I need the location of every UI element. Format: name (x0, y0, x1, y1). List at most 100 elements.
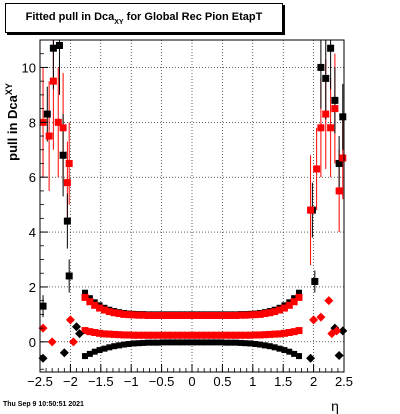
data-point-red-edge (327, 124, 335, 132)
data-point-red-lower (96, 329, 104, 337)
data-point-red-lower (207, 331, 215, 339)
data-point-black-upper (86, 295, 93, 302)
data-point-red-lower (203, 331, 211, 339)
data-point-black-lower (193, 339, 200, 346)
data-point-red-lower (193, 331, 201, 339)
data-point-red-edge (317, 124, 325, 132)
data-point-black-lower (150, 339, 157, 346)
x-tick-label: −1.5 (88, 374, 114, 389)
data-point-black-lower (116, 342, 123, 349)
data-point-red-upper (246, 311, 254, 319)
data-point-red-upper (207, 311, 215, 319)
data-point-red-upper (183, 311, 191, 319)
data-point-red-edge (63, 179, 71, 187)
data-point-red-lower (222, 331, 230, 339)
data-point-red-lower (164, 331, 172, 339)
data-point-black-lower (125, 341, 132, 348)
data-point-red-upper (261, 310, 269, 318)
data-point-black-lower (252, 341, 259, 348)
y-tick-label: 2 (29, 280, 36, 295)
data-point-black-lower (232, 339, 239, 346)
data-point-red-upper (251, 311, 259, 319)
data-point-red-lower (100, 330, 108, 338)
data-point-black-lower (291, 350, 298, 357)
data-point-red-diamond (324, 296, 334, 306)
data-point-black-lower (281, 347, 288, 354)
data-point-black-diamond (306, 353, 316, 363)
data-point-red-upper (276, 306, 284, 314)
data-point-red-lower (120, 331, 128, 339)
data-point-red-lower (290, 328, 298, 336)
data-point-black-lower (154, 339, 161, 346)
data-point-red-upper (105, 308, 113, 316)
data-point-red-diamond (332, 326, 342, 336)
data-point-red-edge (49, 77, 57, 85)
data-point-red-lower (251, 331, 259, 339)
data-point-black-lower (286, 348, 293, 355)
data-point-red-lower (271, 330, 279, 338)
data-point-red-edge (54, 118, 62, 126)
footer-timestamp: Thu Sep 9 10:50:51 2021 (3, 401, 84, 408)
data-point-black-lower (120, 341, 127, 348)
data-point-black-lower (218, 339, 225, 346)
data-point-black-lower (145, 339, 152, 346)
data-point-red-upper (280, 304, 288, 312)
data-point-black-lower (189, 339, 195, 346)
data-point-red-edge (45, 132, 53, 140)
data-point-black-lower (130, 340, 137, 347)
x-tick-label: −2 (63, 374, 78, 389)
data-point-red-diamond (65, 315, 75, 325)
data-point-red-upper (173, 311, 181, 319)
data-point-black-diamond (75, 329, 85, 339)
data-point-red-lower (178, 331, 186, 339)
y-tick-label: 6 (29, 170, 36, 185)
data-point-red-upper (130, 311, 138, 319)
data-point-black-lower (164, 339, 171, 346)
data-point-red-upper (217, 311, 225, 319)
y-tick-label: 0 (29, 335, 36, 350)
data-point-red-upper (212, 311, 220, 319)
data-point-red-upper (134, 311, 142, 319)
data-point-red-lower (91, 328, 99, 336)
data-point-black-lower (81, 353, 88, 360)
x-tick-label: 2 (310, 374, 317, 389)
data-point-red-lower (261, 331, 269, 339)
data-point-red-upper (256, 310, 264, 318)
data-point-red-edge (339, 154, 347, 162)
data-point-red-upper (198, 311, 206, 319)
data-point-black-lower (86, 350, 93, 357)
data-point-red-upper (295, 293, 303, 301)
data-point-black-lower (184, 339, 191, 346)
data-point-red-lower (256, 331, 264, 339)
data-point-red-diamond (47, 337, 57, 347)
data-point-red-upper (86, 298, 94, 306)
data-point-red-lower (130, 331, 138, 339)
data-point-black-edge (65, 272, 73, 280)
title-box: Fitted pull in DcaXY for Global Rec Pion… (5, 3, 283, 33)
data-point-red-lower (144, 331, 152, 339)
data-point-red-edge (307, 206, 315, 214)
data-point-black-lower (140, 339, 147, 346)
data-point-red-lower (86, 328, 94, 336)
x-tick-label: 2.5 (335, 374, 353, 389)
data-point-black-edge (311, 277, 319, 285)
data-point-red-edge (331, 105, 339, 113)
data-point-black-diamond (59, 348, 69, 358)
data-point-black-edge (43, 110, 51, 118)
data-point-red-lower (81, 327, 89, 335)
data-point-red-lower (266, 330, 274, 338)
data-point-black-lower (96, 347, 103, 354)
data-point-red-upper (222, 311, 230, 319)
data-point-black-lower (174, 339, 181, 346)
data-point-black-lower (242, 340, 249, 347)
data-point-black-edge (39, 302, 47, 310)
data-point-black-lower (135, 340, 142, 347)
data-point-red-upper (193, 311, 201, 319)
data-point-black-lower (106, 344, 113, 351)
data-point-red-lower (125, 331, 133, 339)
data-point-red-lower (139, 331, 147, 339)
data-point-red-lower (110, 330, 118, 338)
data-point-black-lower (227, 339, 234, 346)
data-point-black-lower (91, 348, 98, 355)
